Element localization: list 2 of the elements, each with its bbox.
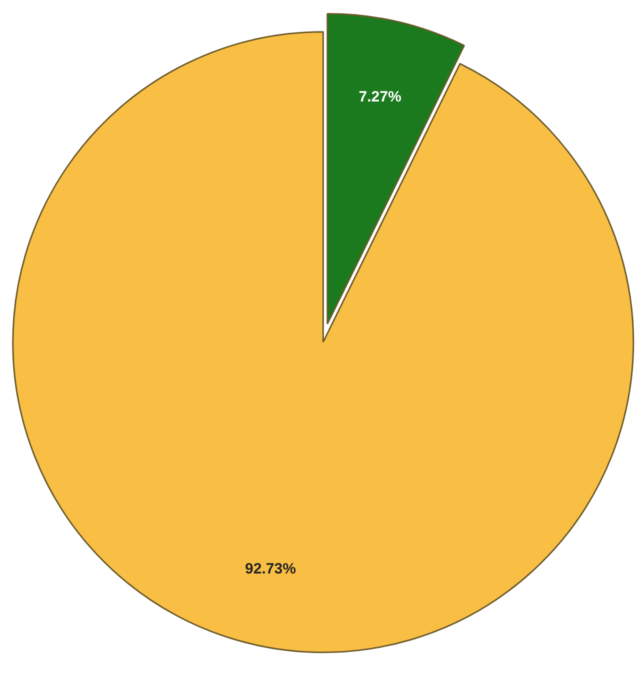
data-label: 7.27% — [358, 88, 402, 106]
data-label: 92.73% — [245, 560, 296, 578]
